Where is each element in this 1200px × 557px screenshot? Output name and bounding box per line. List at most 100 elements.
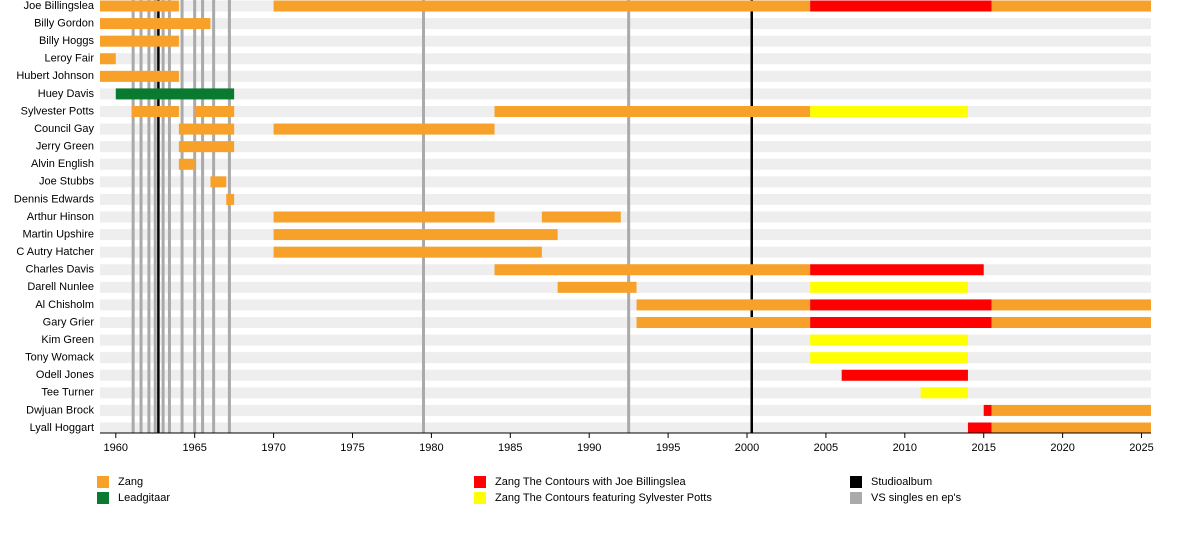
row-stripe xyxy=(100,193,1151,205)
member-bar xyxy=(991,404,1151,416)
member-bar xyxy=(210,176,227,188)
x-tick-label: 2000 xyxy=(735,442,759,454)
member-name: Kim Green xyxy=(41,334,94,346)
member-name: Martin Upshire xyxy=(22,228,94,240)
x-tick-label: 2025 xyxy=(1129,442,1153,454)
member-bar xyxy=(810,0,992,12)
member-bar xyxy=(100,18,211,30)
x-tick-label: 1985 xyxy=(498,442,522,454)
legend-swatch xyxy=(850,492,862,504)
row-stripe xyxy=(100,35,1151,47)
row-stripe xyxy=(100,387,1151,399)
member-bar xyxy=(494,106,811,117)
row-stripe xyxy=(100,404,1151,416)
legend-swatch xyxy=(97,476,109,488)
member-name: Odell Jones xyxy=(36,369,95,381)
member-bar xyxy=(100,35,179,47)
member-name: Tee Turner xyxy=(41,387,94,399)
member-bar xyxy=(810,299,992,311)
row-stripe xyxy=(100,141,1151,153)
x-tick-label: 2015 xyxy=(971,442,995,454)
legend-swatch xyxy=(850,476,862,488)
legend-label: Zang xyxy=(118,476,143,488)
member-bar xyxy=(100,53,116,65)
row-stripe xyxy=(100,53,1151,65)
member-name: Dennis Edwards xyxy=(14,193,95,205)
row-stripe xyxy=(100,317,1151,328)
member-bar xyxy=(273,211,495,223)
member-bar xyxy=(226,193,235,205)
member-bar xyxy=(178,158,195,170)
x-tick-label: 1980 xyxy=(419,442,443,454)
member-name: Gary Grier xyxy=(43,316,95,328)
legend-label: Leadgitaar xyxy=(118,492,170,504)
member-bar xyxy=(636,317,811,328)
member-name: Alvin English xyxy=(31,158,94,170)
member-name: Jerry Green xyxy=(36,141,94,153)
member-name: Charles Davis xyxy=(26,264,95,276)
member-name: Sylvester Potts xyxy=(21,105,95,117)
member-bar xyxy=(557,281,637,293)
member-bar xyxy=(131,106,179,117)
legend-label: VS singles en ep's xyxy=(871,492,962,504)
legend-swatch xyxy=(474,492,486,504)
member-name: Darell Nunlee xyxy=(27,281,94,293)
member-bar xyxy=(494,264,811,276)
member-bar xyxy=(991,422,1151,434)
member-name: Council Gay xyxy=(34,123,94,135)
member-name: Leroy Fair xyxy=(44,53,94,65)
row-stripe xyxy=(100,334,1151,346)
x-tick-label: 2010 xyxy=(893,442,917,454)
member-name: Dwjuan Brock xyxy=(26,404,94,416)
member-bar xyxy=(178,123,235,135)
member-name: Joe Billingslea xyxy=(24,0,95,12)
legend-label: Studioalbum xyxy=(871,476,932,488)
member-name: Billy Hoggs xyxy=(39,35,95,47)
row-stripe xyxy=(100,123,1151,135)
row-stripe xyxy=(100,422,1151,434)
row-stripe xyxy=(100,70,1151,82)
member-bar xyxy=(967,422,992,434)
row-stripe xyxy=(100,176,1151,188)
member-name: Tony Womack xyxy=(25,352,94,364)
member-bar xyxy=(810,317,992,328)
member-bar xyxy=(100,70,179,82)
member-bar xyxy=(273,229,558,241)
member-bar xyxy=(273,123,495,135)
legend-label: Zang The Contours with Joe Billingslea xyxy=(495,476,686,488)
member-name: Joe Stubbs xyxy=(39,176,95,188)
member-bar xyxy=(636,299,811,311)
member-bar xyxy=(920,387,968,399)
row-stripe xyxy=(100,246,1151,258)
member-bar xyxy=(991,317,1151,328)
x-tick-label: 1970 xyxy=(261,442,285,454)
row-stripe xyxy=(100,211,1151,223)
member-name: Lyall Hoggart xyxy=(30,422,94,434)
member-bar xyxy=(991,0,1151,12)
member-bar xyxy=(810,281,968,293)
x-tick-label: 1960 xyxy=(104,442,128,454)
member-name: Hubert Johnson xyxy=(16,70,94,82)
x-tick-label: 1995 xyxy=(656,442,680,454)
member-bar xyxy=(273,0,811,12)
member-bar xyxy=(810,352,968,364)
x-tick-label: 1975 xyxy=(340,442,364,454)
member-name: Al Chisholm xyxy=(35,299,94,311)
member-name: Huey Davis xyxy=(38,88,95,100)
member-bar xyxy=(810,334,968,346)
member-bar xyxy=(100,0,179,12)
row-stripe xyxy=(100,352,1151,364)
member-name: C Autry Hatcher xyxy=(16,246,94,258)
x-tick-label: 1965 xyxy=(182,442,206,454)
member-bar xyxy=(810,106,968,117)
member-name: Billy Gordon xyxy=(34,17,94,29)
member-bar xyxy=(810,264,984,276)
legend-label: Zang The Contours featuring Sylvester Po… xyxy=(495,492,712,504)
member-bar xyxy=(541,211,621,223)
x-tick-label: 2020 xyxy=(1050,442,1074,454)
member-name: Arthur Hinson xyxy=(27,211,94,223)
row-stripe xyxy=(100,158,1151,170)
x-tick-label: 1990 xyxy=(577,442,601,454)
row-stripe xyxy=(100,88,1151,100)
